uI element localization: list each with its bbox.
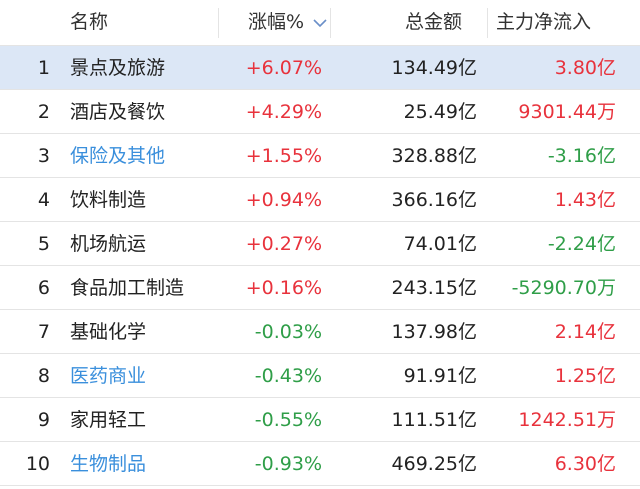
row-amount: 328.88亿: [391, 145, 477, 167]
row-flow: 1.25亿: [554, 365, 616, 387]
header-amount[interactable]: 总金额: [405, 11, 463, 33]
table-row[interactable]: 7 基础化学 -0.03% 137.98亿 2.14亿: [0, 310, 640, 354]
separator: [330, 8, 331, 38]
row-flow: 6.30亿: [554, 453, 616, 475]
table-row[interactable]: 9 家用轻工 -0.55% 111.51亿 1242.51万: [0, 398, 640, 442]
row-flow: 2.14亿: [554, 321, 616, 343]
row-flow: 3.80亿: [554, 57, 616, 79]
row-name: 食品加工制造: [70, 277, 185, 299]
row-change: +4.29%: [245, 101, 322, 123]
row-name: 景点及旅游: [70, 57, 166, 79]
row-flow: 9301.44万: [518, 101, 616, 123]
row-amount: 366.16亿: [391, 189, 477, 211]
row-change: -0.93%: [254, 453, 322, 475]
row-index: 10: [25, 453, 50, 475]
row-name: 生物制品: [70, 453, 147, 475]
row-index: 3: [37, 145, 50, 167]
row-index: 6: [37, 277, 50, 299]
row-change: +6.07%: [245, 57, 322, 79]
row-index: 7: [37, 321, 50, 343]
header-flow[interactable]: 主力净流入: [496, 11, 592, 33]
table-row[interactable]: 1 景点及旅游 +6.07% 134.49亿 3.80亿: [0, 46, 640, 90]
row-flow: 1242.51万: [518, 409, 616, 431]
row-index: 2: [37, 101, 50, 123]
row-amount: 111.51亿: [391, 409, 477, 431]
row-change: -0.55%: [254, 409, 322, 431]
header-name[interactable]: 名称: [70, 11, 109, 33]
header-row: 名称 涨幅% 总金额 主力净流入: [0, 0, 640, 46]
row-name: 酒店及餐饮: [70, 101, 166, 123]
row-amount: 469.25亿: [391, 453, 477, 475]
row-index: 1: [37, 57, 50, 79]
row-flow: -3.16亿: [547, 145, 616, 167]
row-change: +1.55%: [245, 145, 322, 167]
row-change: -0.03%: [254, 321, 322, 343]
row-name: 家用轻工: [70, 409, 147, 431]
row-amount: 25.49亿: [403, 101, 477, 123]
row-amount: 91.91亿: [403, 365, 477, 387]
row-amount: 137.98亿: [391, 321, 477, 343]
row-name: 保险及其他: [70, 145, 166, 167]
row-name: 基础化学: [70, 321, 147, 343]
row-amount: 243.15亿: [391, 277, 477, 299]
table-row[interactable]: 5 机场航运 +0.27% 74.01亿 -2.24亿: [0, 222, 640, 266]
row-index: 4: [37, 189, 50, 211]
table-row[interactable]: 6 食品加工制造 +0.16% 243.15亿 -5290.70万: [0, 266, 640, 310]
row-change: +0.94%: [245, 189, 322, 211]
row-index: 8: [37, 365, 50, 387]
row-flow: -5290.70万: [511, 277, 616, 299]
table-row[interactable]: 3 保险及其他 +1.55% 328.88亿 -3.16亿: [0, 134, 640, 178]
row-flow: -2.24亿: [547, 233, 616, 255]
row-amount: 74.01亿: [403, 233, 477, 255]
row-amount: 134.49亿: [391, 57, 477, 79]
row-name: 机场航运: [70, 233, 147, 255]
separator: [487, 8, 488, 38]
header-change[interactable]: 涨幅%: [248, 11, 305, 33]
table-row[interactable]: 4 饮料制造 +0.94% 366.16亿 1.43亿: [0, 178, 640, 222]
row-change: -0.43%: [254, 365, 322, 387]
table-row[interactable]: 10 生物制品 -0.93% 469.25亿 6.30亿: [0, 442, 640, 486]
row-flow: 1.43亿: [554, 189, 616, 211]
row-name: 饮料制造: [70, 189, 147, 211]
sort-arrow[interactable]: [313, 18, 327, 28]
table-row[interactable]: 2 酒店及餐饮 +4.29% 25.49亿 9301.44万: [0, 90, 640, 134]
row-index: 5: [37, 233, 50, 255]
row-name: 医药商业: [70, 365, 147, 387]
row-index: 9: [37, 409, 50, 431]
separator: [218, 8, 219, 38]
row-change: +0.27%: [245, 233, 322, 255]
row-change: +0.16%: [245, 277, 322, 299]
table-row[interactable]: 8 医药商业 -0.43% 91.91亿 1.25亿: [0, 354, 640, 398]
